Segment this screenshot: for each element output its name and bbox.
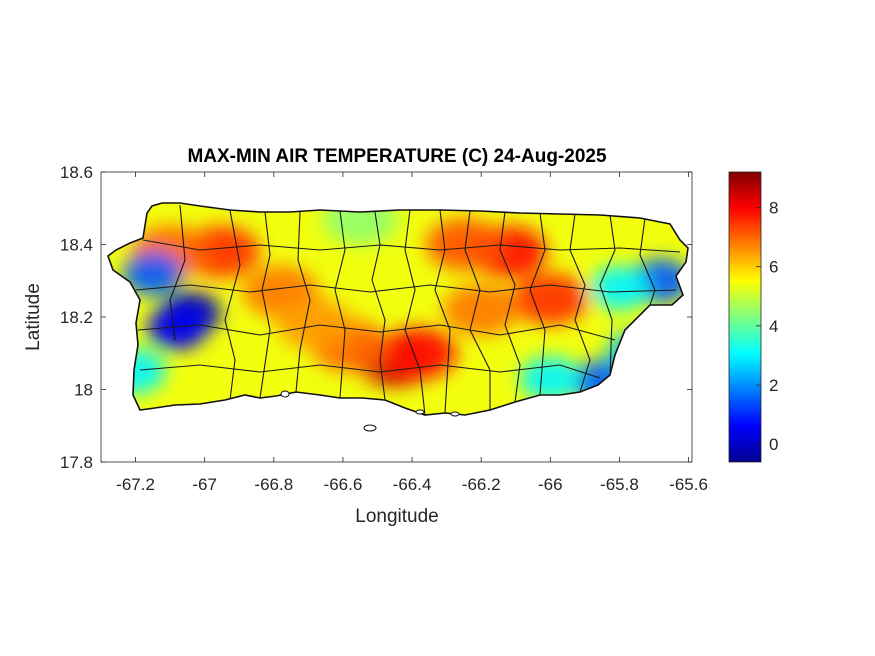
municipal-boundary-line [499, 211, 521, 403]
colorbar-tick-label: 8 [769, 199, 778, 218]
municipal-boundary-line [639, 217, 656, 306]
x-axis-label: Longitude [355, 506, 438, 527]
field-hotspot [589, 266, 650, 310]
field-hotspot [147, 305, 208, 350]
chart-title: MAX-MIN AIR TEMPERATURE (C) 24-Aug-2025 [187, 146, 607, 167]
field-hotspot [425, 218, 502, 271]
field-hotspot [277, 298, 354, 351]
municipal-lines [135, 204, 681, 415]
x-tick-label: -66.8 [254, 475, 293, 494]
x-tick-label: -67 [192, 475, 217, 494]
y-tick-label: 17.8 [60, 453, 93, 472]
municipal-boundary-line [295, 211, 311, 393]
colorbar-tick-label: 0 [769, 435, 778, 454]
islet [450, 411, 460, 417]
y-axis-label: Latitude [23, 283, 44, 351]
x-tick-label: -67.2 [116, 475, 155, 494]
field-hotspot [122, 251, 183, 296]
colorbar-scale [728, 171, 762, 463]
y-tick-label: 18.4 [60, 236, 93, 255]
field-hotspot [380, 327, 457, 380]
field-hotspot [443, 283, 520, 336]
municipal-boundary-line [404, 209, 426, 415]
islet [280, 390, 290, 398]
municipal-boundary-line [569, 213, 591, 393]
colorbar-tick-label: 6 [769, 258, 778, 277]
y-tick-label: 18.6 [60, 163, 93, 182]
colorbar: 0 2 4 6 8 [728, 171, 778, 463]
municipal-boundary-line [599, 214, 616, 376]
x-tick-label: -66.6 [324, 475, 363, 494]
colorbar-tick-label: 4 [769, 317, 778, 336]
municipal-boundary-line [464, 210, 491, 410]
municipal-boundary-line [169, 204, 186, 341]
islet [415, 409, 425, 415]
x-tick-label: -66.4 [393, 475, 432, 494]
y-tick-label: 18 [74, 381, 93, 400]
municipal-boundary-line [529, 212, 546, 396]
y-tick-label: 18.2 [60, 308, 93, 327]
municipal-boundary-line [137, 324, 616, 341]
x-axis-ticks: -67.2 -67 -66.8 -66.6 -66.4 -66.2 -66 -65.8 -65.… [116, 172, 708, 494]
municipal-boundary-line [135, 284, 677, 293]
x-tick-label: -66.2 [462, 475, 501, 494]
y-axis-ticks: 17.8 18 18.2 18.4 18.6 [60, 163, 692, 472]
municipal-boundary-line [139, 364, 601, 379]
colorbar-tick-label: 2 [769, 376, 778, 395]
x-tick-label: -66 [538, 475, 563, 494]
municipal-boundaries [107, 202, 689, 432]
x-tick-label: -65.8 [600, 475, 639, 494]
municipal-boundary-line [371, 211, 386, 401]
municipal-boundary-line [142, 239, 681, 253]
field-hotspot [512, 272, 589, 325]
colorbar-ticks: 0 2 4 6 8 [756, 199, 778, 454]
municipal-boundary-line [434, 209, 451, 414]
islet [363, 424, 377, 432]
municipal-boundary-line [334, 210, 346, 399]
municipal-boundary-line [259, 211, 271, 399]
x-tick-label: -65.6 [669, 475, 708, 494]
plot-area: -67.2 -67 -66.8 -66.6 -66.4 -66.2 -66 -65.8 -65.… [60, 163, 708, 494]
